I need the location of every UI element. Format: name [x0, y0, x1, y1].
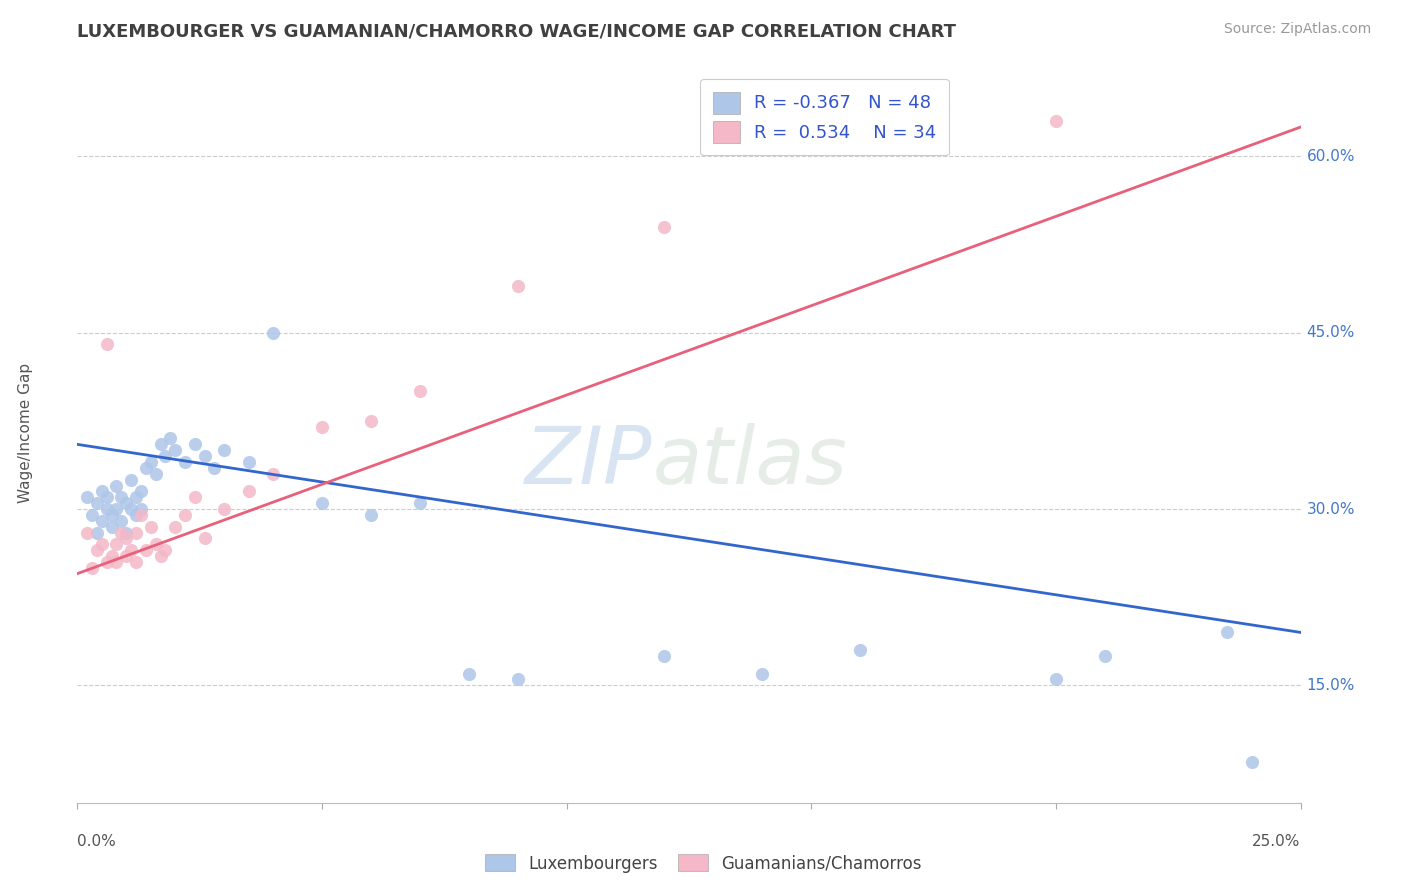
- Point: [125, 490, 148, 504]
- Point: [165, 519, 187, 533]
- Point: [96, 490, 118, 504]
- Text: Source: ZipAtlas.com: Source: ZipAtlas.com: [1223, 22, 1371, 37]
- Point: [184, 437, 207, 451]
- Point: [135, 461, 157, 475]
- Point: [120, 502, 142, 516]
- Point: [125, 555, 148, 569]
- Point: [506, 278, 529, 293]
- Point: [149, 437, 172, 451]
- Text: 15.0%: 15.0%: [1306, 678, 1355, 693]
- Point: [110, 490, 132, 504]
- Point: [125, 508, 148, 522]
- Point: [125, 525, 148, 540]
- Point: [1045, 114, 1067, 128]
- Point: [1045, 673, 1067, 687]
- Point: [145, 467, 167, 481]
- Point: [654, 219, 676, 234]
- Point: [238, 455, 260, 469]
- Point: [110, 514, 132, 528]
- Point: [155, 449, 177, 463]
- Point: [105, 502, 128, 516]
- Point: [86, 525, 108, 540]
- Text: 60.0%: 60.0%: [1306, 149, 1355, 164]
- Point: [849, 643, 872, 657]
- Point: [80, 561, 103, 575]
- Point: [193, 449, 215, 463]
- Point: [90, 484, 112, 499]
- Point: [202, 461, 225, 475]
- Text: ZIP: ZIP: [524, 423, 652, 501]
- Point: [86, 496, 108, 510]
- Point: [1094, 648, 1116, 663]
- Point: [120, 543, 142, 558]
- Point: [654, 648, 676, 663]
- Point: [409, 384, 432, 399]
- Point: [115, 532, 138, 546]
- Point: [105, 555, 128, 569]
- Point: [193, 532, 215, 546]
- Point: [174, 455, 197, 469]
- Text: 45.0%: 45.0%: [1306, 326, 1355, 340]
- Point: [129, 502, 152, 516]
- Point: [115, 549, 138, 563]
- Point: [506, 673, 529, 687]
- Text: LUXEMBOURGER VS GUAMANIAN/CHAMORRO WAGE/INCOME GAP CORRELATION CHART: LUXEMBOURGER VS GUAMANIAN/CHAMORRO WAGE/…: [77, 22, 956, 40]
- Point: [184, 490, 207, 504]
- Point: [100, 508, 122, 522]
- Point: [76, 490, 98, 504]
- Point: [409, 496, 432, 510]
- Point: [80, 508, 103, 522]
- Point: [86, 543, 108, 558]
- Point: [105, 537, 128, 551]
- Point: [149, 549, 172, 563]
- Point: [311, 496, 333, 510]
- Legend: R = -0.367   N = 48, R =  0.534    N = 34: R = -0.367 N = 48, R = 0.534 N = 34: [700, 78, 949, 155]
- Point: [139, 519, 162, 533]
- Point: [159, 432, 181, 446]
- Point: [100, 519, 122, 533]
- Point: [311, 419, 333, 434]
- Text: 0.0%: 0.0%: [77, 834, 117, 849]
- Point: [262, 326, 284, 340]
- Point: [262, 467, 284, 481]
- Point: [115, 525, 138, 540]
- Point: [457, 666, 479, 681]
- Text: 30.0%: 30.0%: [1306, 501, 1355, 516]
- Point: [129, 484, 152, 499]
- Point: [100, 549, 122, 563]
- Point: [76, 525, 98, 540]
- Point: [145, 537, 167, 551]
- Point: [90, 514, 112, 528]
- Point: [360, 508, 382, 522]
- Point: [139, 455, 162, 469]
- Point: [110, 525, 132, 540]
- Point: [212, 443, 235, 458]
- Point: [105, 478, 128, 492]
- Point: [165, 443, 187, 458]
- Point: [96, 502, 118, 516]
- Point: [360, 414, 382, 428]
- Point: [1216, 625, 1239, 640]
- Point: [135, 543, 157, 558]
- Point: [120, 473, 142, 487]
- Point: [96, 337, 118, 351]
- Point: [238, 484, 260, 499]
- Point: [155, 543, 177, 558]
- Point: [1240, 755, 1263, 769]
- Point: [212, 502, 235, 516]
- Point: [174, 508, 197, 522]
- Point: [115, 496, 138, 510]
- Point: [751, 666, 773, 681]
- Text: 25.0%: 25.0%: [1253, 834, 1301, 849]
- Point: [90, 537, 112, 551]
- Point: [129, 508, 152, 522]
- Text: Wage/Income Gap: Wage/Income Gap: [18, 362, 32, 503]
- Text: atlas: atlas: [652, 423, 846, 501]
- Legend: Luxembourgers, Guamanians/Chamorros: Luxembourgers, Guamanians/Chamorros: [478, 847, 928, 880]
- Point: [96, 555, 118, 569]
